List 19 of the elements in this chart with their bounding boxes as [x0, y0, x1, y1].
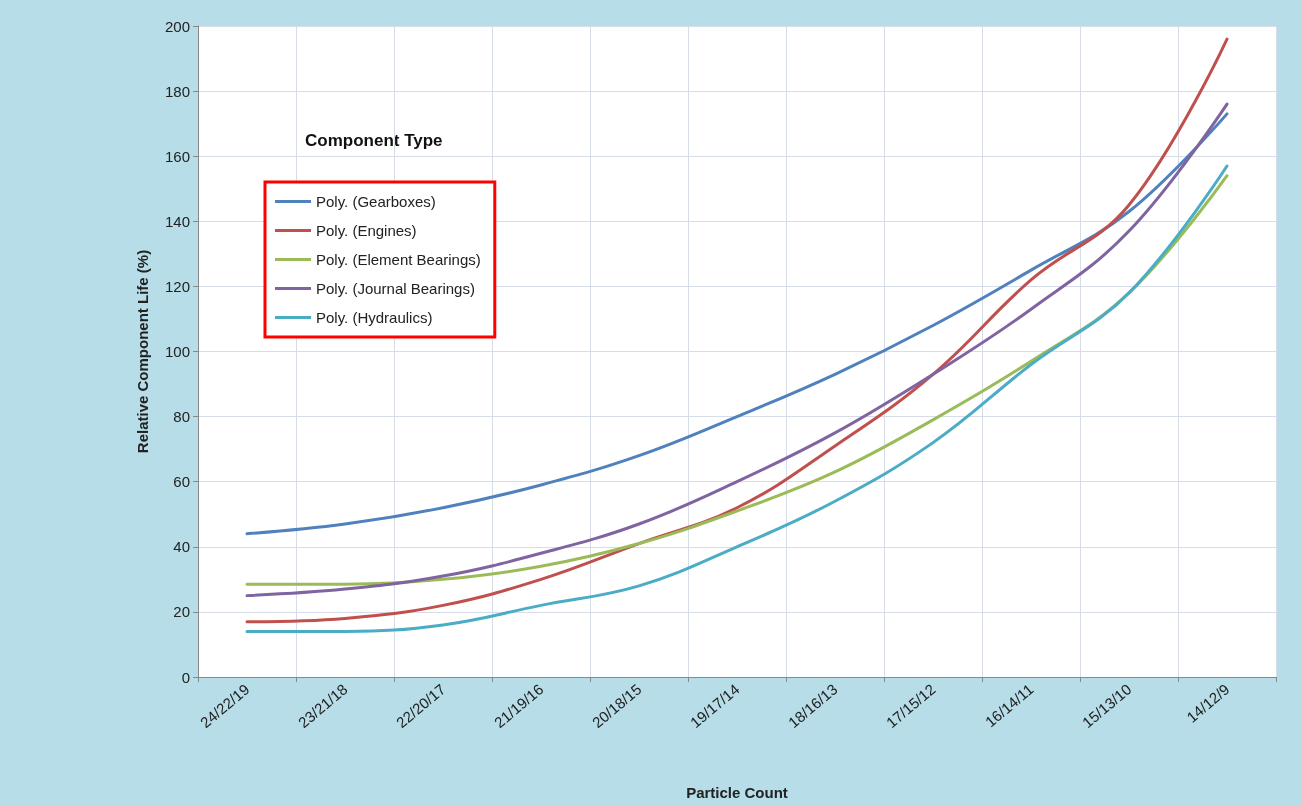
y-tick-label: 200: [164, 17, 190, 35]
y-tick-label: 60: [173, 473, 190, 491]
legend-label: Poly. (Hydraulics): [316, 309, 433, 326]
y-tick-label: 120: [164, 277, 190, 295]
legend-title: Component Type: [305, 131, 443, 150]
y-tick-label: 40: [173, 538, 190, 556]
y-tick-label: 180: [164, 82, 190, 100]
y-tick-label: 20: [173, 603, 190, 621]
legend-label: Poly. (Engines): [316, 222, 417, 239]
y-tick-label: 160: [164, 147, 190, 165]
legend-label: Poly. (Element Bearings): [316, 251, 481, 268]
y-tick-label: 80: [173, 408, 190, 426]
y-tick-label: 140: [164, 212, 190, 230]
y-tick-label: 0: [181, 668, 190, 686]
legend-label: Poly. (Gearboxes): [316, 193, 436, 210]
legend-label: Poly. (Journal Bearings): [316, 280, 475, 297]
y-axis-title: Relative Component Life (%): [134, 249, 151, 454]
x-axis-title: Particle Count: [686, 784, 788, 801]
y-tick-label: 100: [164, 343, 190, 360]
